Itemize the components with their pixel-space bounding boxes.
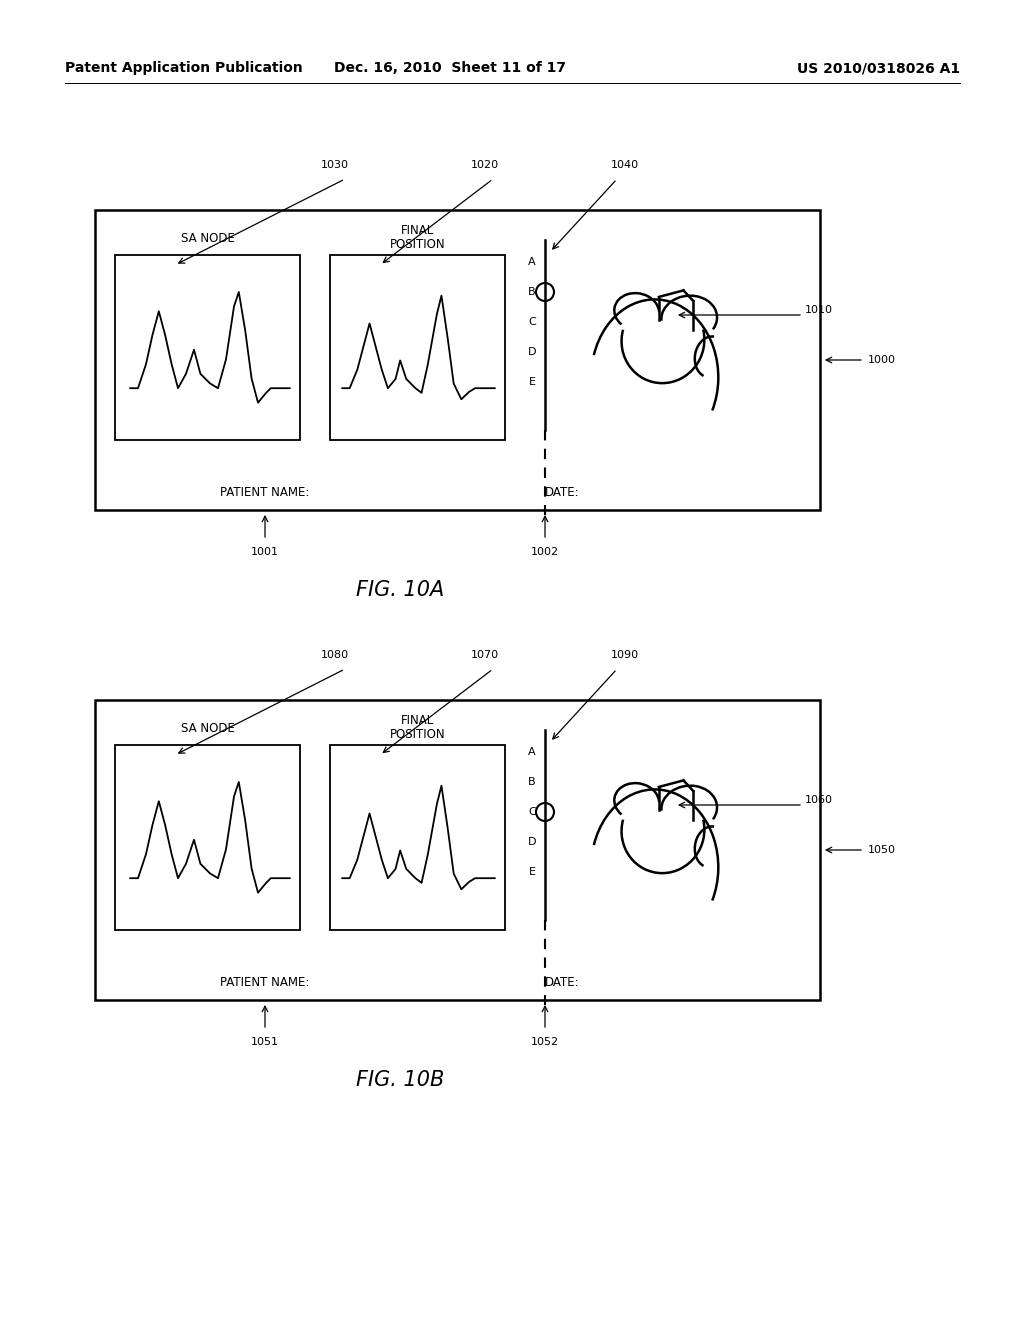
Text: 1040: 1040 [611,160,639,170]
Text: D: D [527,837,537,847]
Text: DATE:: DATE: [545,486,580,499]
Text: POSITION: POSITION [390,239,445,252]
Text: PATIENT NAME:: PATIENT NAME: [220,975,309,989]
Text: B: B [528,286,536,297]
Text: FINAL: FINAL [400,714,434,726]
Text: FIG. 10B: FIG. 10B [355,1071,444,1090]
Text: 1052: 1052 [530,1038,559,1047]
Text: PATIENT NAME:: PATIENT NAME: [220,486,309,499]
Text: SA NODE: SA NODE [180,722,234,734]
Text: 1090: 1090 [611,649,639,660]
Text: C: C [528,807,536,817]
Text: B: B [528,777,536,787]
Text: FIG. 10A: FIG. 10A [356,579,444,601]
Text: 1002: 1002 [530,546,559,557]
Text: 1051: 1051 [251,1038,279,1047]
Text: DATE:: DATE: [545,975,580,989]
Bar [115,744,300,931]
Text: 1080: 1080 [321,649,349,660]
Text: A: A [528,257,536,267]
Bar [95,700,820,1001]
Text: POSITION: POSITION [390,729,445,742]
Text: 1010: 1010 [805,305,833,315]
Text: E: E [528,867,536,876]
Text: D: D [527,347,537,356]
Bar [115,255,300,440]
Text: C: C [528,317,536,327]
Text: A: A [528,747,536,756]
Text: E: E [528,378,536,387]
Bar [95,210,820,510]
Text: 1070: 1070 [471,649,499,660]
Text: 1050: 1050 [868,845,896,855]
Text: 1060: 1060 [805,795,833,805]
Text: SA NODE: SA NODE [180,231,234,244]
Bar [330,744,505,931]
Bar [330,255,505,440]
Text: Patent Application Publication: Patent Application Publication [65,61,303,75]
Text: Dec. 16, 2010  Sheet 11 of 17: Dec. 16, 2010 Sheet 11 of 17 [334,61,566,75]
Text: 1000: 1000 [868,355,896,366]
Text: 1020: 1020 [471,160,499,170]
Text: 1001: 1001 [251,546,279,557]
Text: 1030: 1030 [321,160,349,170]
Text: US 2010/0318026 A1: US 2010/0318026 A1 [797,61,961,75]
Text: FINAL: FINAL [400,223,434,236]
